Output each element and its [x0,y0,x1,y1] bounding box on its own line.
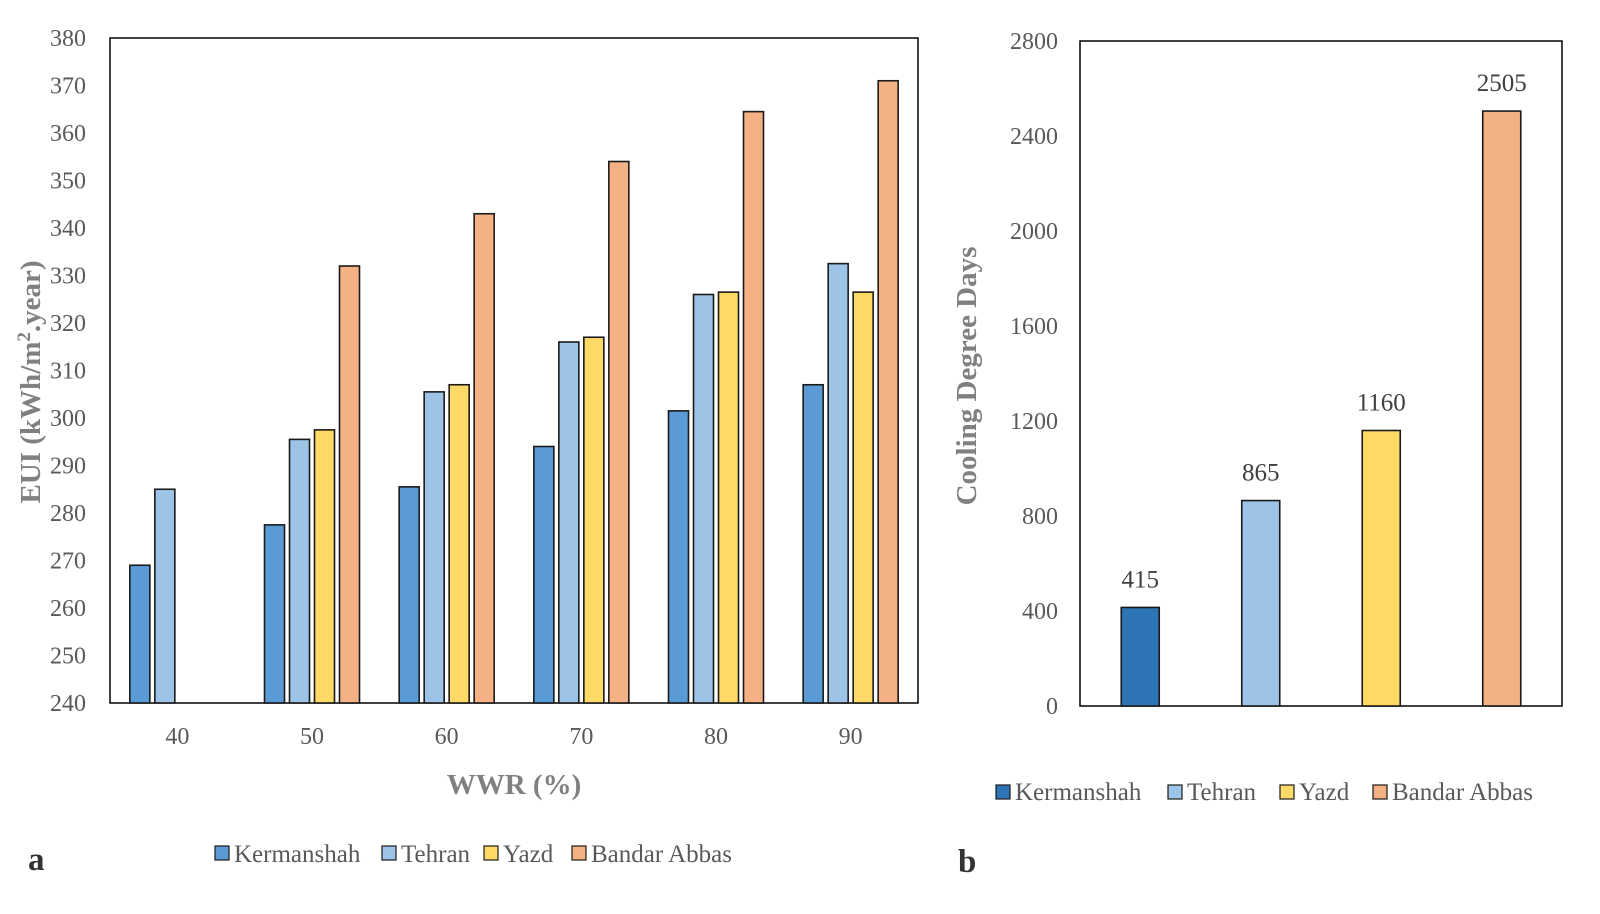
bar-tehran-wwr-90 [827,262,849,704]
chart-a-x-tick-label: 80 [704,724,728,750]
chart-a-bars [129,79,899,704]
bar-bandar-abbas-wwr-60 [473,212,495,704]
data-label-cdd-yazd: 1160 [1357,390,1406,417]
chart-b-y-axis-title: Cooling Degree Days [951,247,983,506]
chart-a-y-tick-label: 260 [50,596,86,622]
legend-swatch-tehran [381,845,397,861]
chart-b-y-tick-label: 1600 [1010,314,1058,340]
panel-label-a: a [28,842,45,878]
chart-a-y-tick-label: 350 [50,169,86,195]
legend-label-kermanshah: Kermanshah [1015,779,1142,806]
chart-a-y-tick-label: 320 [50,311,86,337]
chart-a-y-axis-title: EUI (kWh/m2.year) [14,260,47,503]
chart-a-x-tick-label: 60 [435,724,459,750]
chart-a-y-tick-label: 250 [50,644,86,670]
bar-kermanshah-wwr-90 [802,383,824,704]
chart-b-data-labels: 415 865 1160 2505 [1122,70,1527,593]
chart-b-y-tick-label: 2800 [1010,29,1058,55]
chart-b-y-tick-label: 400 [1022,599,1058,625]
chart-b-y-tick-label: 2000 [1010,219,1058,245]
chart-a-y-ticks: 240 250 260 270 280 290 300 310 320 330 340 350 360 3… [50,26,86,717]
chart-b-y-tick-label: 1200 [1010,409,1058,435]
legend-label-bandar-abbas: Bandar Abbas [1392,779,1533,806]
chart-a-x-tick-label: 50 [300,724,324,750]
legend-swatch-tehran [1167,784,1183,800]
chart-a-x-tick-label: 90 [839,724,863,750]
chart-b-legend: Kermanshah Tehran Yazd Bandar Abbas [995,779,1533,806]
panel-label-b: b [958,844,976,880]
chart-a-x-ticks: 40 50 60 70 80 90 [165,724,862,750]
bar-kermanshah-wwr-40 [129,564,151,704]
bar-cdd-kermanshah [1120,606,1161,707]
chart-a-y-tick-label: 360 [50,121,86,147]
chart-a-y-tick-label: 310 [50,359,86,385]
chart-b-y-tick-label: 800 [1022,504,1058,530]
data-label-cdd-bandar-abbas: 2505 [1477,70,1527,97]
chart-b-y-ticks: 0 400 800 1200 1600 2000 2400 2800 [1010,29,1058,720]
bar-yazd-wwr-60 [448,383,470,704]
bar-kermanshah-wwr-50 [263,524,286,704]
chart-a-y-tick-label: 330 [50,264,86,290]
chart-a-x-tick-label: 40 [165,724,189,750]
legend-swatch-kermanshah [995,784,1011,800]
chart-b-y-tick-label: 0 [1046,694,1058,720]
chart-a-y-axis-title-superscript: 2 [14,332,35,342]
bar-tehran-wwr-50 [288,438,311,704]
chart-a-y-axis-title-part: EUI (kWh/m [15,342,47,504]
bar-kermanshah-wwr-70 [533,445,555,704]
legend-label-yazd: Yazd [503,841,554,868]
chart-a-y-tick-label: 380 [50,26,86,52]
chart-a-y-tick-label: 240 [50,691,86,717]
bar-tehran-wwr-70 [558,341,580,704]
bar-bandar-abbas-wwr-50 [338,265,361,704]
legend-swatch-yazd [1279,784,1295,800]
legend-swatch-kermanshah [214,845,230,861]
bar-yazd-wwr-90 [852,291,874,704]
chart-a-legend: Kermanshah Tehran Yazd Bandar Abbas [214,841,732,868]
bar-bandar-abbas-wwr-90 [877,79,899,704]
bar-cdd-yazd [1361,429,1402,707]
bar-tehran-wwr-80 [692,293,715,704]
chart-a-y-tick-label: 290 [50,454,86,480]
bar-kermanshah-wwr-60 [398,486,420,704]
chart-b-cooling-degree-days: 0 400 800 1200 1600 2000 2400 2800 415 865 1160 25… [951,29,1563,880]
chart-a-y-tick-label: 270 [50,549,86,575]
bar-cdd-bandar-abbas [1481,110,1522,707]
legend-label-yazd: Yazd [1299,779,1350,806]
chart-a-y-tick-label: 300 [50,406,86,432]
legend-swatch-yazd [483,845,499,861]
bar-kermanshah-wwr-80 [667,410,690,704]
chart-b-plot-frame [1079,40,1563,707]
legend-label-tehran: Tehran [401,841,471,868]
data-label-cdd-kermanshah: 415 [1122,566,1160,593]
chart-b-bars [1120,110,1522,707]
chart-a-x-tick-label: 70 [569,724,593,750]
legend-swatch-bandar-abbas [1372,784,1388,800]
bar-yazd-wwr-70 [583,336,605,704]
chart-a-y-tick-label: 370 [50,74,86,100]
bar-yazd-wwr-50 [313,429,336,704]
legend-label-tehran: Tehran [1187,779,1257,806]
bar-tehran-wwr-40 [154,488,176,704]
chart-a-y-axis-title-part: .year) [15,260,47,332]
chart-a-x-axis-title: WWR (%) [447,769,582,801]
chart-a-eui-vs-wwr: 2402502602702802903003103203303403503603… [14,26,919,878]
chart-a-plot-frame [109,37,919,704]
bar-tehran-wwr-60 [423,391,445,704]
data-label-cdd-tehran: 865 [1242,460,1280,487]
bar-cdd-tehran [1240,499,1281,707]
chart-a-y-tick-label: 340 [50,216,86,242]
bar-bandar-abbas-wwr-80 [742,110,765,704]
chart-b-y-tick-label: 2400 [1010,124,1058,150]
bar-yazd-wwr-80 [717,291,740,704]
legend-label-bandar-abbas: Bandar Abbas [591,841,732,868]
chart-a-y-tick-label: 280 [50,501,86,527]
legend-swatch-bandar-abbas [571,845,587,861]
bar-bandar-abbas-wwr-70 [608,160,630,704]
legend-label-kermanshah: Kermanshah [234,841,361,868]
